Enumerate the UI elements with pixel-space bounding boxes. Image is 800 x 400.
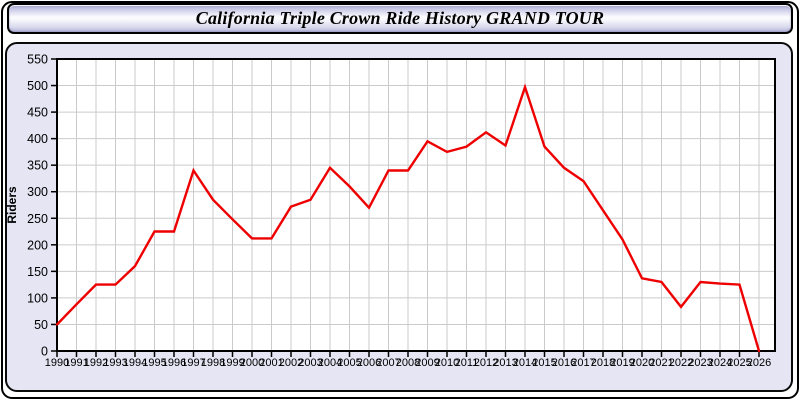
chart-panel xyxy=(5,42,793,392)
title-banner: California Triple Crown Ride History GRA… xyxy=(7,3,793,34)
page-title: California Triple Crown Ride History GRA… xyxy=(195,8,605,28)
